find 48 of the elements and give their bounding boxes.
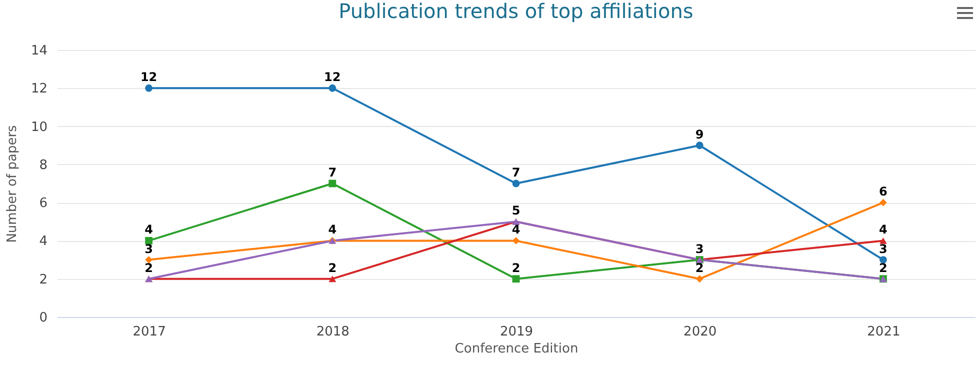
data-label: 2 (695, 260, 704, 275)
data-label: 7 (512, 166, 520, 180)
x-axis-title: Conference Edition (454, 342, 578, 356)
data-label: 4 (144, 222, 153, 237)
data-label: 2 (879, 260, 888, 275)
y-tick-label: 6 (39, 196, 48, 212)
y-tick-label: 2 (39, 272, 48, 288)
x-tick-label: 2021 (867, 324, 900, 340)
x-tick-label: 2018 (316, 324, 350, 340)
data-label: 9 (695, 127, 704, 142)
data-label: 5 (512, 204, 520, 218)
point (879, 198, 887, 206)
point (145, 84, 153, 92)
data-label: 12 (140, 70, 158, 84)
y-tick-label: 12 (30, 82, 48, 97)
point (328, 180, 336, 188)
data-label: 4 (879, 222, 888, 237)
chart-title: Publication trends of top affiliations (338, 0, 694, 23)
data-label: 4 (328, 222, 337, 237)
point (145, 237, 153, 244)
data-label: 6 (879, 184, 888, 199)
point (145, 256, 153, 264)
data-label: 3 (879, 242, 888, 256)
data-label: 2 (512, 260, 520, 275)
y-tick-label: 10 (30, 120, 48, 135)
y-tick-label: 4 (39, 234, 48, 250)
x-tick-label: 2017 (132, 324, 166, 340)
x-tick-label: 2019 (500, 324, 534, 340)
y-tick-label: 14 (30, 44, 48, 58)
data-label: 7 (328, 166, 337, 180)
point (512, 275, 520, 283)
x-tick-label: 2020 (684, 324, 717, 340)
data-label: 3 (144, 242, 153, 256)
data-label: 2 (144, 260, 153, 275)
data-label: 4 (512, 222, 520, 237)
y-tick-label: 0 (39, 310, 48, 326)
data-label: 2 (328, 260, 337, 275)
point (879, 238, 887, 244)
data-label: 12 (324, 70, 341, 84)
point (328, 276, 336, 282)
point (512, 180, 520, 188)
point (879, 256, 887, 264)
point (696, 142, 704, 150)
data-label: 3 (695, 242, 704, 256)
point (328, 84, 336, 92)
point (696, 275, 704, 283)
y-axis-title: Number of papers (4, 124, 20, 243)
y-tick-label: 8 (39, 158, 48, 173)
